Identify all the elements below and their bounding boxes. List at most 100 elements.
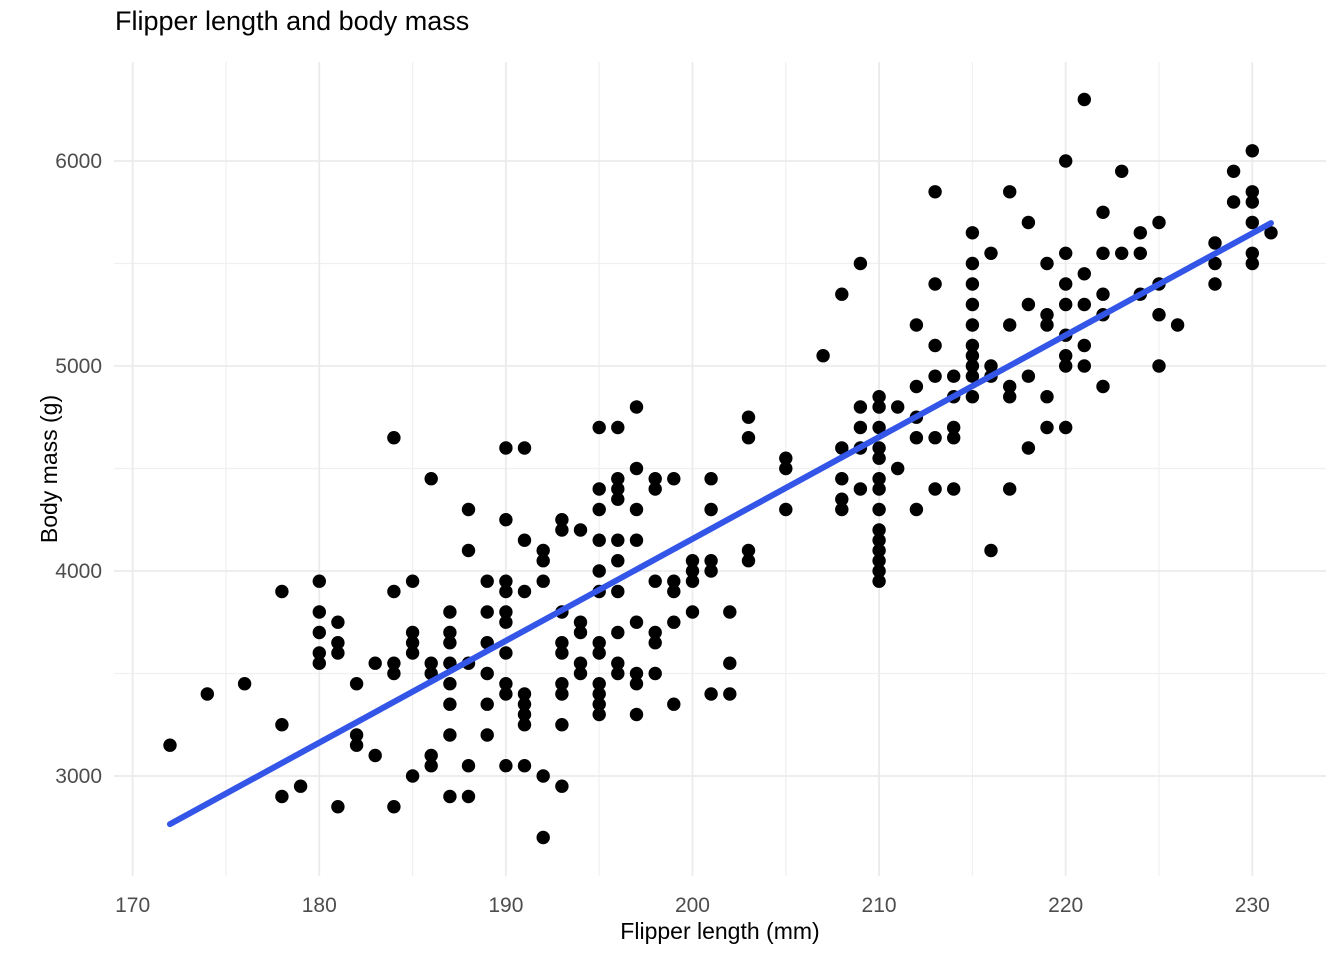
- data-point: [461, 502, 476, 517]
- data-point: [741, 554, 756, 568]
- data-point: [984, 359, 998, 373]
- data-point: [592, 636, 606, 650]
- data-point: [648, 472, 662, 486]
- data-point: [1096, 379, 1110, 394]
- data-point: [536, 574, 550, 588]
- data-point: [1003, 482, 1017, 496]
- data-point: [480, 574, 494, 588]
- data-point: [1003, 379, 1017, 394]
- data-point: [368, 748, 382, 763]
- data-point: [611, 554, 625, 568]
- data-point: [629, 502, 644, 517]
- data-point: [349, 677, 364, 691]
- data-point: [312, 625, 326, 640]
- x-tick-label: 190: [488, 894, 523, 917]
- data-point: [461, 543, 476, 558]
- data-point: [629, 615, 644, 629]
- data-point: [611, 625, 625, 640]
- data-point: [424, 759, 438, 773]
- data-point: [1059, 349, 1073, 363]
- data-point: [667, 472, 681, 486]
- data-point: [872, 523, 886, 537]
- x-tick-label: 200: [675, 894, 710, 917]
- data-point: [499, 677, 513, 691]
- data-point: [648, 625, 662, 640]
- data-point: [443, 697, 457, 711]
- data-point: [816, 349, 830, 363]
- data-point: [1208, 236, 1222, 250]
- data-point: [592, 687, 606, 701]
- data-point: [275, 718, 289, 732]
- data-point: [965, 297, 980, 312]
- data-point: [331, 615, 345, 629]
- data-point: [667, 584, 681, 599]
- x-axis-title: Flipper length (mm): [620, 918, 820, 944]
- data-point: [611, 666, 625, 681]
- data-point: [573, 625, 588, 640]
- data-point: [667, 615, 681, 629]
- data-point: [555, 513, 569, 527]
- data-point: [331, 800, 345, 814]
- data-point: [853, 256, 868, 271]
- data-point: [1208, 256, 1222, 271]
- data-point: [1021, 215, 1036, 230]
- data-point: [517, 718, 532, 732]
- data-point: [592, 707, 606, 722]
- data-point: [667, 574, 681, 588]
- x-tick-label: 220: [1048, 894, 1083, 917]
- data-point: [685, 605, 700, 619]
- data-point: [928, 277, 942, 291]
- data-point: [872, 564, 886, 578]
- data-point: [741, 431, 756, 445]
- data-point: [293, 779, 308, 793]
- data-point: [872, 543, 886, 558]
- y-axis-title: Body mass (g): [36, 394, 62, 544]
- data-point: [965, 390, 980, 404]
- data-point: [331, 636, 345, 650]
- data-point: [499, 574, 513, 588]
- data-point: [555, 636, 569, 650]
- data-point: [1021, 441, 1036, 455]
- data-point: [555, 523, 569, 537]
- data-point: [704, 502, 718, 517]
- data-point: [965, 349, 980, 363]
- y-tick-label: 3000: [55, 765, 102, 788]
- data-point: [704, 472, 718, 486]
- data-point: [835, 441, 849, 455]
- data-point: [779, 451, 793, 465]
- data-point: [536, 543, 550, 558]
- data-point: [517, 697, 532, 711]
- data-point: [555, 646, 569, 660]
- data-point: [499, 687, 513, 701]
- data-point: [480, 697, 494, 711]
- data-point: [965, 277, 980, 291]
- data-point: [853, 420, 868, 435]
- data-point: [1040, 318, 1054, 332]
- data-point: [872, 390, 886, 404]
- data-point: [629, 533, 644, 547]
- data-point: [517, 687, 532, 701]
- x-tick-label: 180: [302, 894, 337, 917]
- data-point: [555, 677, 569, 691]
- data-point: [872, 502, 886, 517]
- data-point: [1133, 226, 1148, 240]
- data-point: [1059, 420, 1073, 435]
- data-point: [872, 472, 886, 486]
- data-point: [499, 605, 513, 619]
- data-point: [405, 574, 420, 588]
- data-point: [723, 605, 737, 619]
- data-point: [1245, 256, 1260, 271]
- data-point: [517, 533, 532, 547]
- data-point: [965, 256, 980, 271]
- data-point: [1133, 246, 1148, 260]
- data-point: [1040, 308, 1054, 322]
- data-point: [965, 318, 980, 332]
- data-point: [1264, 226, 1278, 240]
- data-point: [499, 759, 513, 773]
- data-point: [480, 728, 494, 742]
- data-point: [909, 379, 924, 394]
- data-point: [723, 656, 737, 670]
- data-point: [611, 656, 625, 670]
- data-point: [499, 615, 513, 629]
